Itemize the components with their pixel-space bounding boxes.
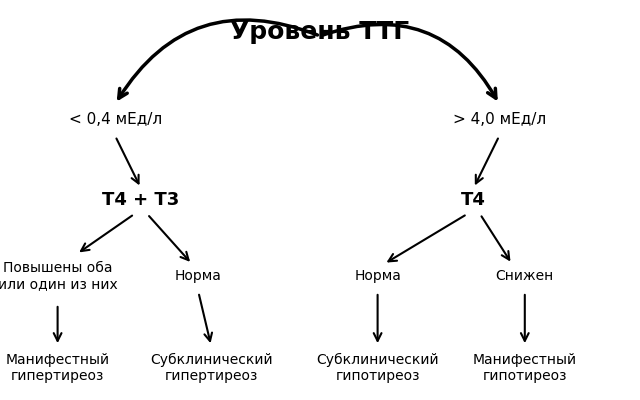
- Text: Т4 + Т3: Т4 + Т3: [102, 191, 179, 209]
- Text: Повышены оба
или один из них: Повышены оба или один из них: [0, 261, 118, 291]
- Text: Манифестный
гипертиреоз: Манифестный гипертиреоз: [6, 353, 109, 383]
- Text: Норма: Норма: [175, 269, 222, 283]
- Text: Норма: Норма: [354, 269, 401, 283]
- Text: Снижен: Снижен: [495, 269, 554, 283]
- Text: Субклинический
гипотиреоз: Субклинический гипотиреоз: [316, 353, 439, 383]
- Text: Т4: Т4: [461, 191, 486, 209]
- Text: < 0,4 мЕд/л: < 0,4 мЕд/л: [68, 112, 162, 128]
- Text: Уровень ТТГ: Уровень ТТГ: [230, 20, 410, 44]
- Text: Субклинический
гипертиреоз: Субклинический гипертиреоз: [150, 353, 273, 383]
- Text: > 4,0 мЕд/л: > 4,0 мЕд/л: [452, 112, 546, 128]
- Text: Манифестный
гипотиреоз: Манифестный гипотиреоз: [473, 353, 577, 383]
